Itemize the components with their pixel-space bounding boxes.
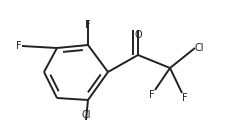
Text: Cl: Cl (81, 110, 90, 120)
Text: F: F (16, 41, 22, 51)
Text: F: F (85, 20, 90, 30)
Text: O: O (134, 30, 141, 40)
Text: F: F (149, 90, 154, 100)
Text: Cl: Cl (194, 43, 204, 53)
Text: F: F (181, 93, 187, 103)
